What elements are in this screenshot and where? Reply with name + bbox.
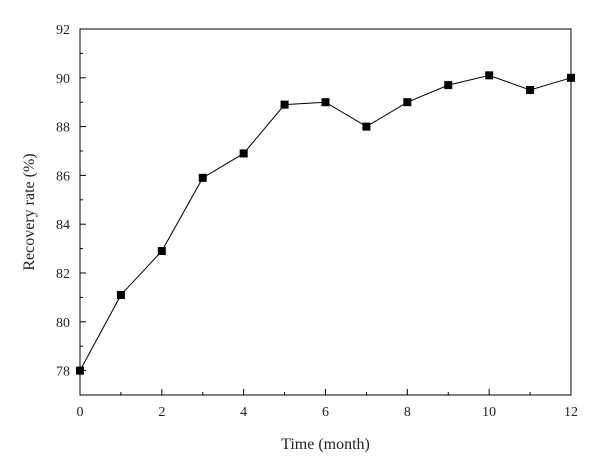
x-tick-label: 6 (322, 405, 329, 420)
data-point (76, 366, 84, 375)
series-line (79, 74, 572, 371)
y-tick-label: 88 (56, 121, 70, 136)
data-point (280, 100, 289, 109)
ticks-layer: 0 2 4 6 8 10 12 78 80 82 84 86 88 90 92 (56, 23, 578, 420)
x-tick-label: 12 (564, 405, 578, 420)
y-tick-label: 92 (56, 23, 70, 38)
x-tick-label: 4 (240, 405, 247, 420)
data-point (116, 290, 125, 299)
x-tick-label: 2 (158, 405, 165, 420)
data-point (444, 81, 453, 90)
plot-frame (79, 28, 572, 396)
y-axis-title: Recovery rate (%) (21, 153, 38, 270)
series-layer (76, 71, 575, 375)
data-point (485, 71, 494, 80)
data-point (362, 122, 371, 131)
data-point (157, 247, 166, 256)
data-point (567, 73, 575, 82)
x-tick-label: 8 (404, 405, 411, 420)
data-point (198, 173, 207, 182)
x-tick-label: 0 (77, 405, 84, 420)
y-tick-label: 78 (56, 365, 70, 380)
data-point (239, 149, 248, 158)
y-tick-label: 80 (56, 316, 70, 331)
y-tick-label: 84 (56, 218, 70, 233)
y-tick-label: 86 (56, 169, 70, 184)
x-axis-title: Time (month) (281, 436, 370, 453)
x-tick-label: 10 (482, 405, 496, 420)
data-point (526, 86, 535, 94)
data-point (321, 98, 330, 107)
y-tick-label: 82 (56, 267, 70, 282)
y-tick-label: 90 (56, 72, 70, 87)
data-point (403, 98, 412, 107)
